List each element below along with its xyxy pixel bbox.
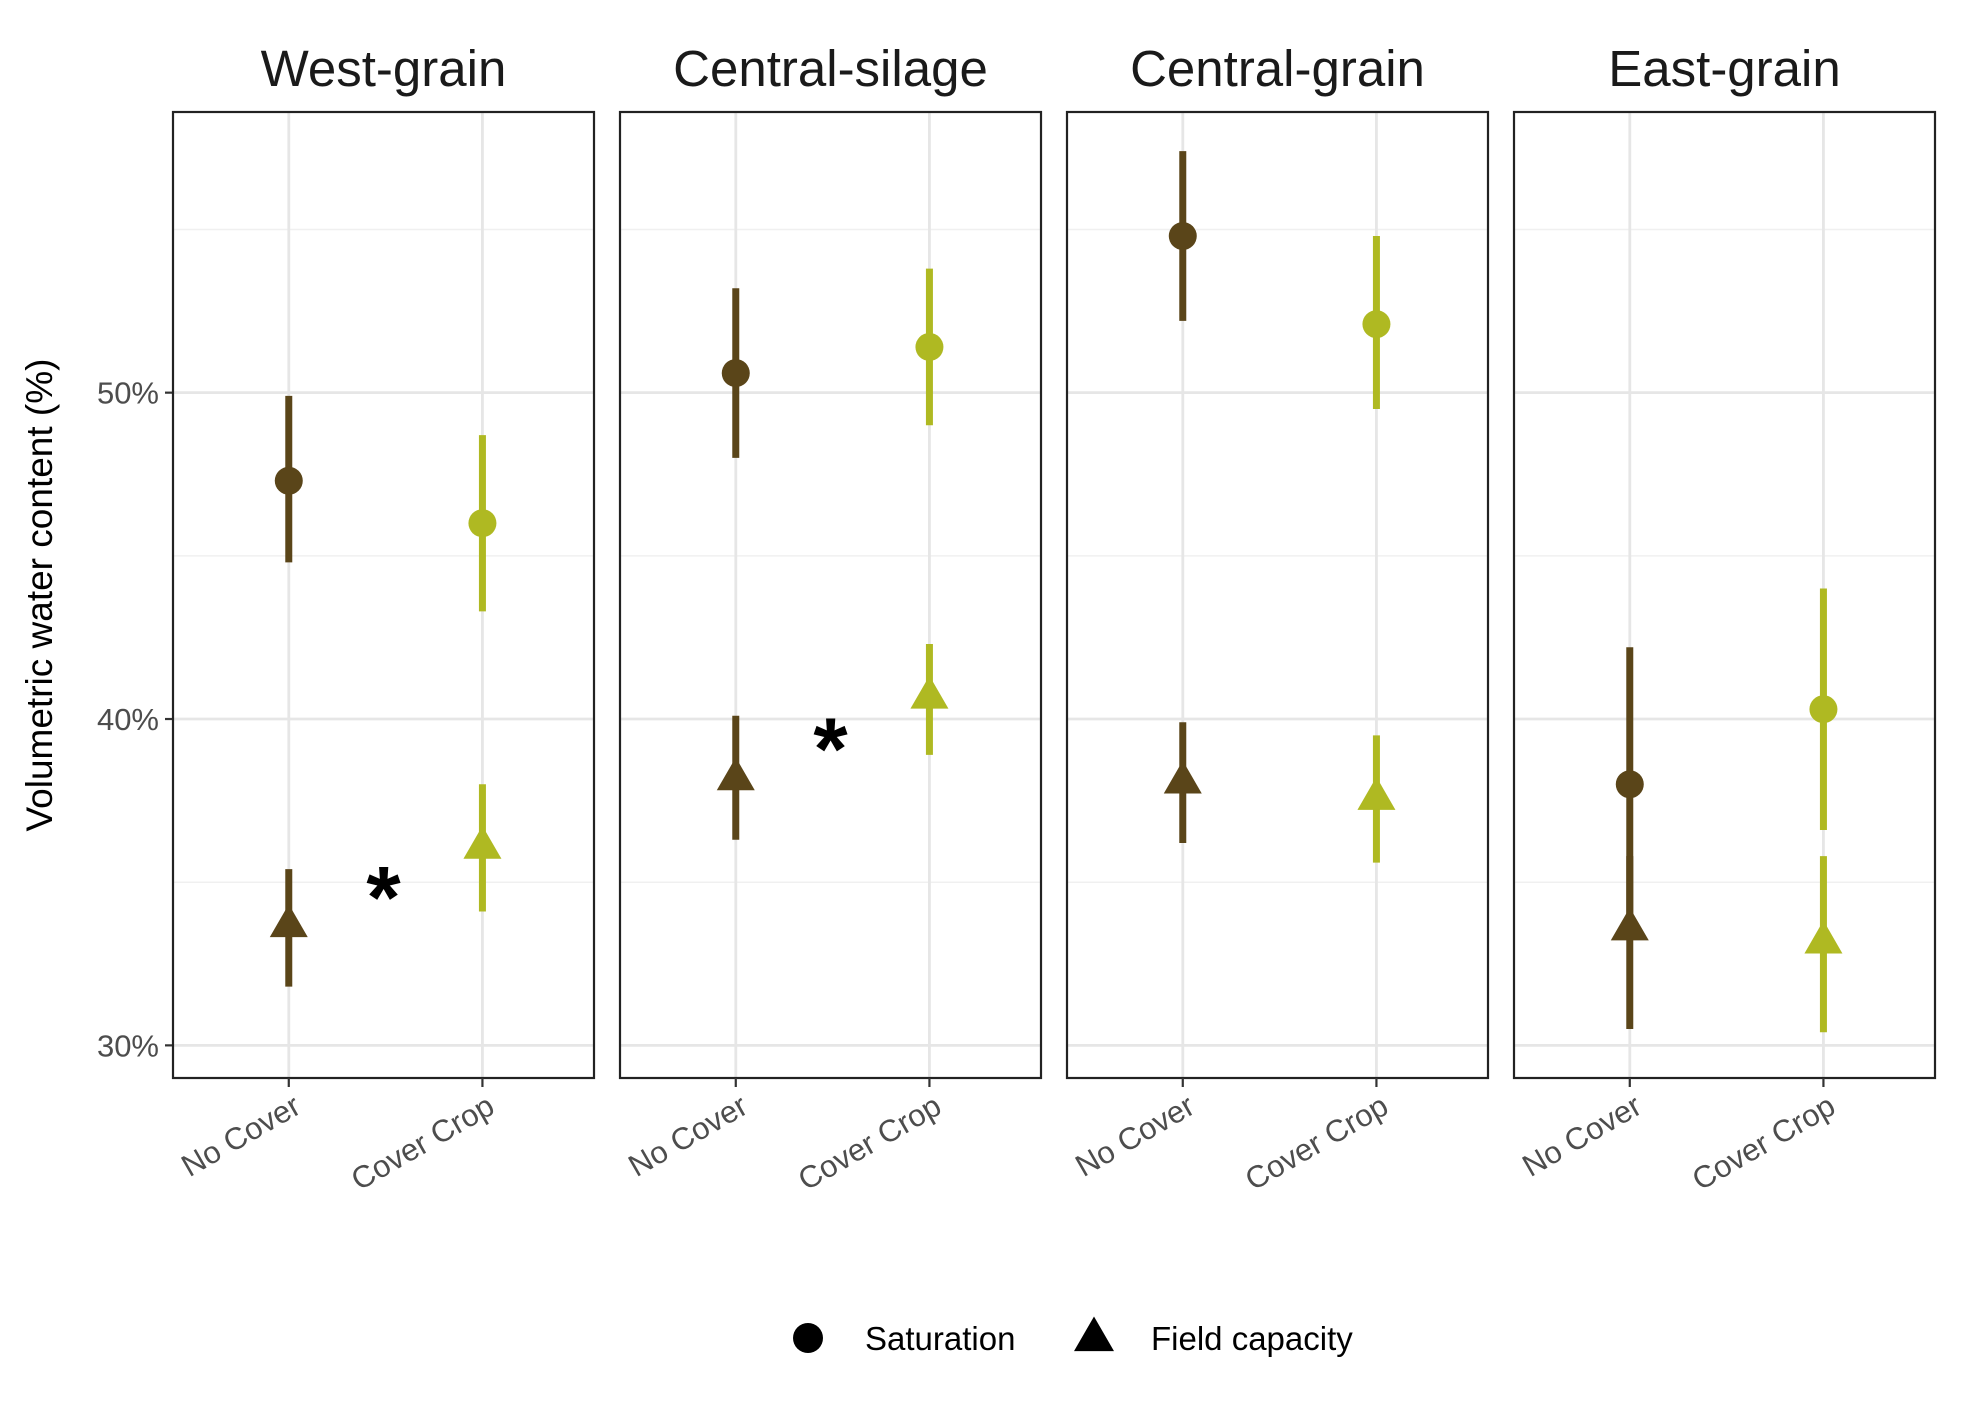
point-field-capacity [1357,776,1396,810]
point-saturation [1809,695,1838,724]
point-field-capacity [1163,760,1202,794]
panel-border [1065,110,1490,1080]
legend-circle-icon [793,1323,823,1353]
point-field-capacity [716,757,755,791]
y-axis-title: Volumetric water content (%) [19,359,60,832]
x-tick-label: No Cover [1516,1088,1647,1184]
point-field-capacity [269,904,308,938]
x-tick-label: No Cover [175,1088,306,1184]
panel-border [1512,110,1937,1080]
x-tick-label: Cover Crop [1686,1088,1841,1198]
panel-title: Central-grain [1130,40,1425,97]
significance-marker: * [813,699,848,798]
significance-marker: * [366,847,401,946]
panel-border [618,110,1043,1080]
x-tick-label: No Cover [622,1088,753,1184]
panel-title: Central-silage [673,40,988,97]
legend-item-saturation: Saturation [793,1320,1015,1357]
point-field-capacity [1804,920,1843,954]
x-tick-label: Cover Crop [792,1088,947,1198]
point-saturation [1362,310,1391,339]
y-tick-label: 50% [97,376,159,411]
point-saturation [468,509,497,538]
panel-border [171,110,596,1080]
y-tick-label: 30% [97,1028,159,1063]
legend-label: Saturation [865,1320,1015,1357]
point-saturation [274,466,303,495]
point-saturation [915,332,944,361]
point-saturation [721,359,750,388]
facet-panel-east-grain: East-grain No Cover Cover Crop [1512,40,1937,1198]
legend-triangle-icon [1074,1316,1114,1352]
point-saturation [1615,770,1644,799]
facet-panel-central-grain: Central-grain No Cover Cover Crop [1065,40,1490,1198]
x-tick-label: Cover Crop [345,1088,500,1198]
facet-panel-central-silage: Central-silage * No Cover Cover Crop [618,40,1043,1198]
legend-item-field-capacity: Field capacity [1074,1316,1353,1357]
point-saturation [1168,222,1197,251]
panel-title: West-grain [261,40,507,97]
point-field-capacity [463,825,502,859]
x-tick-label: Cover Crop [1239,1088,1394,1198]
x-tick-label: No Cover [1069,1088,1200,1184]
y-tick-label: 40% [97,702,159,737]
legend-label: Field capacity [1151,1320,1353,1357]
panel-title: East-grain [1608,40,1840,97]
point-field-capacity [1610,907,1649,941]
facet-panel-west-grain: West-grain * No Cover Cover Crop [171,40,596,1198]
point-field-capacity [910,675,949,709]
